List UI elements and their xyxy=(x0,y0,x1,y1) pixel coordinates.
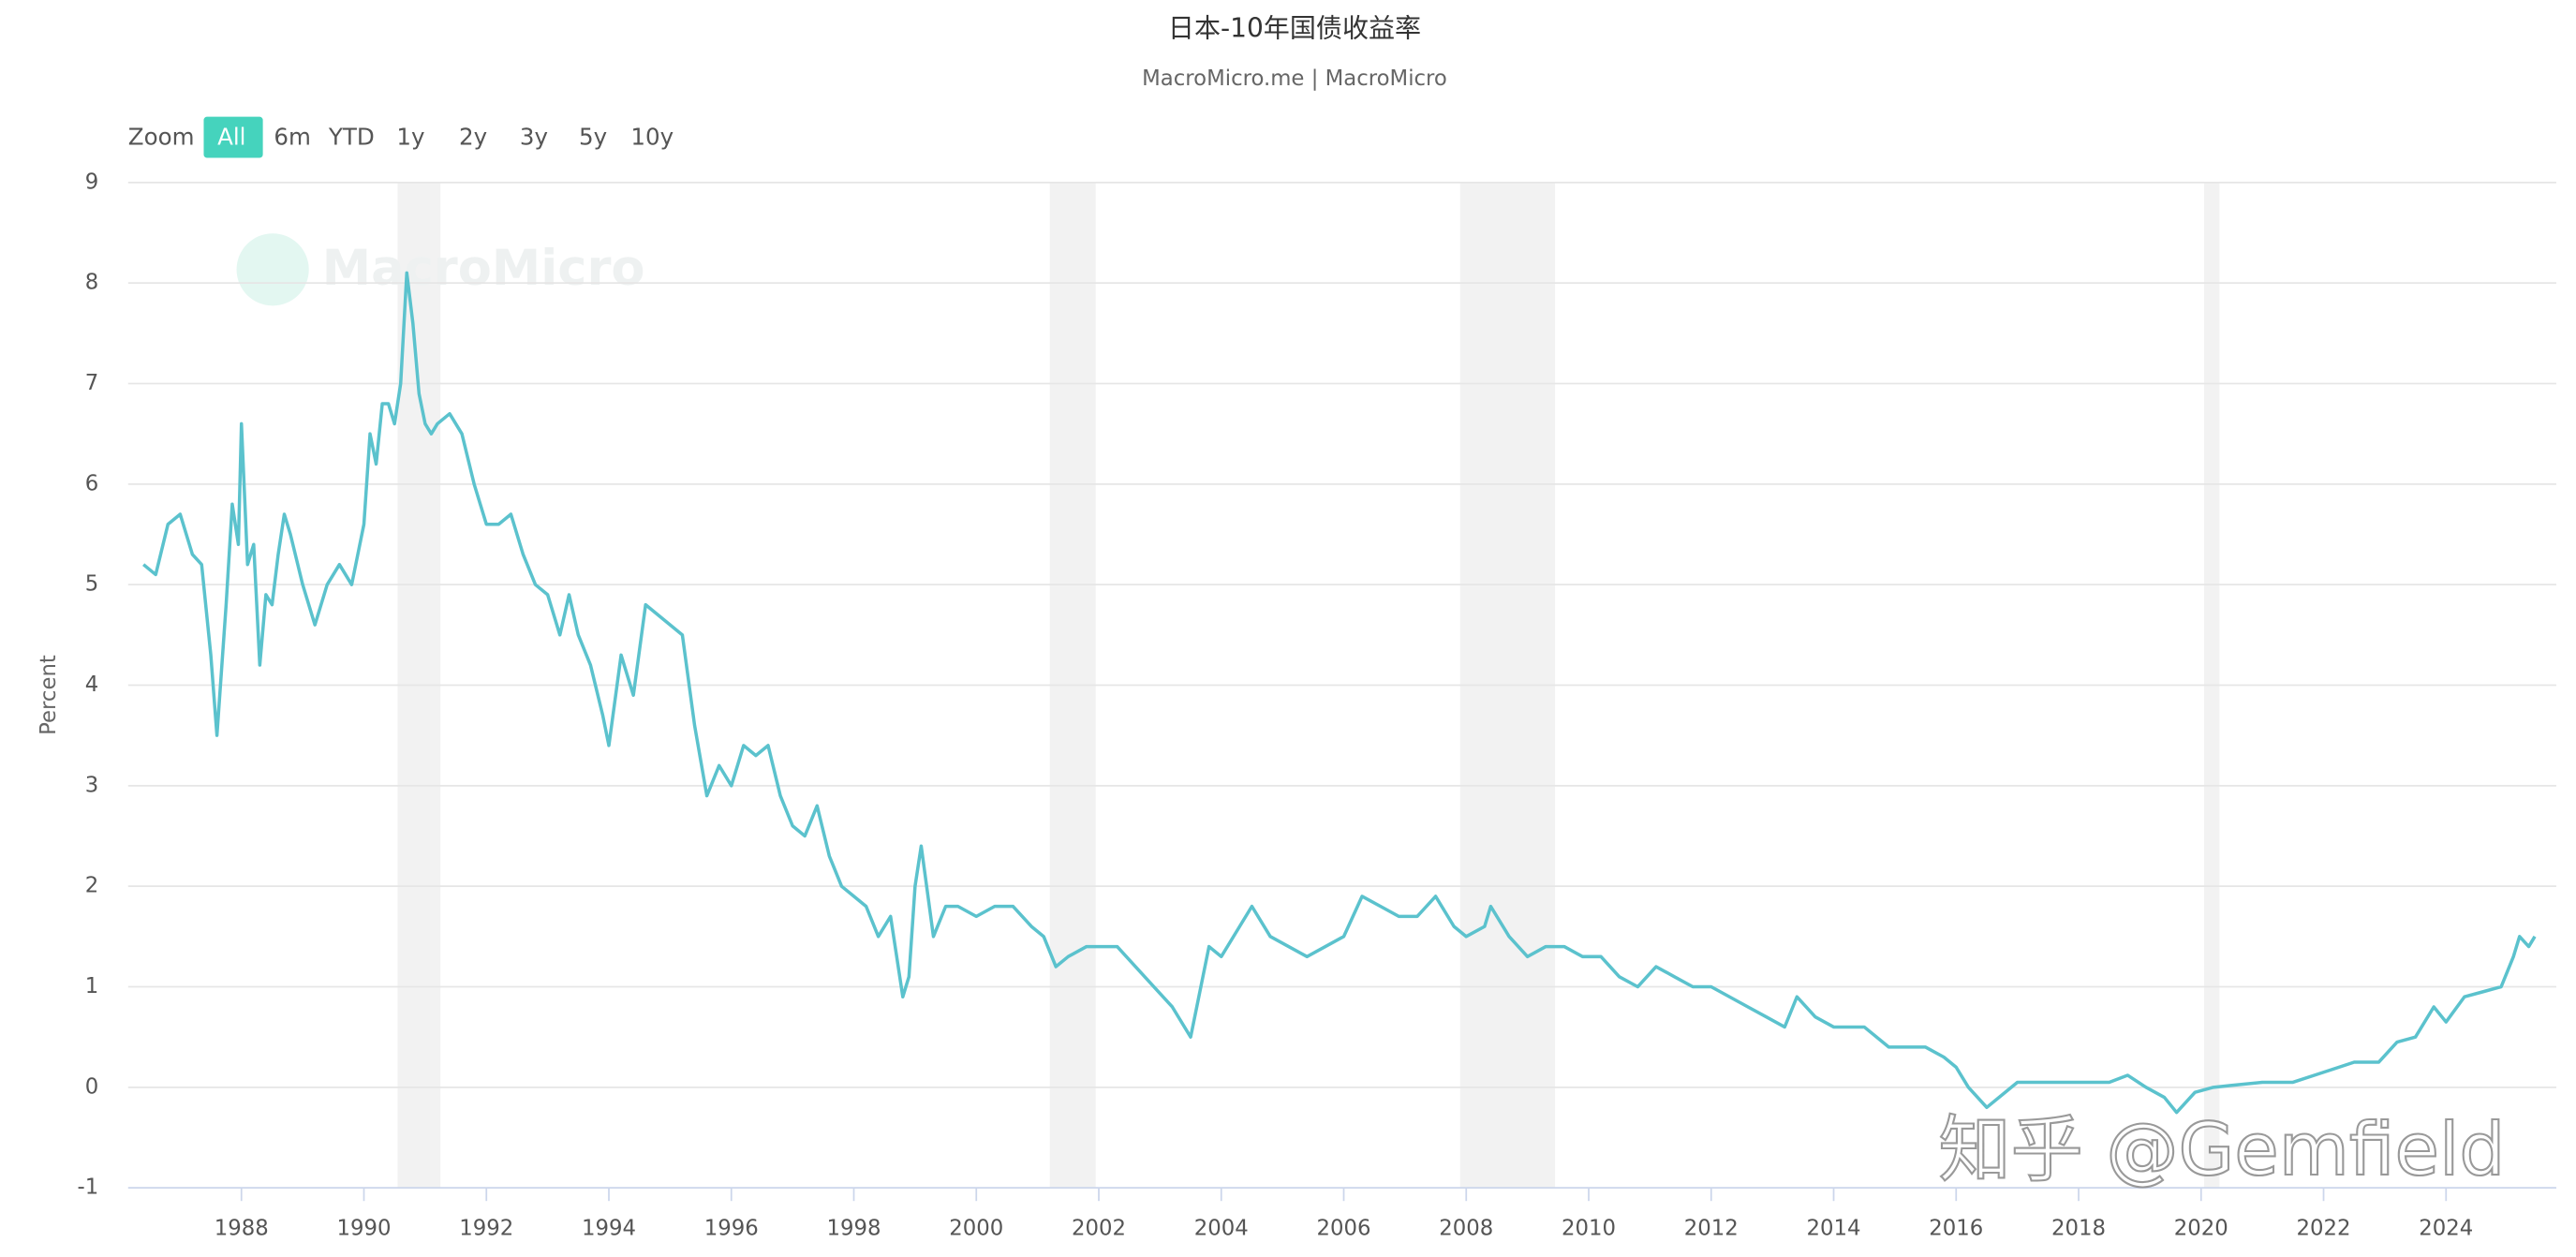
x-tick-label: 1988 xyxy=(215,1217,269,1241)
zoom-button[interactable]: 5y xyxy=(579,123,607,150)
watermark: MacroMicro xyxy=(322,240,645,297)
x-tick-label: 2018 xyxy=(2051,1217,2106,1241)
zoom-button[interactable]: 1y xyxy=(396,123,424,150)
x-tick-label: 2002 xyxy=(1072,1217,1126,1241)
x-tick-label: 2022 xyxy=(2297,1217,2351,1241)
zoom-button[interactable]: 10y xyxy=(630,123,674,150)
y-tick-label: 5 xyxy=(85,572,99,597)
y-axis-label: Percent xyxy=(37,655,61,735)
x-tick-label: 2006 xyxy=(1317,1217,1371,1241)
y-tick-label: 6 xyxy=(85,471,99,495)
x-tick-label: 1998 xyxy=(827,1217,881,1241)
x-tick-label: 2004 xyxy=(1194,1217,1249,1241)
zoom-label: Zoom xyxy=(128,123,195,150)
watermark: 知乎 @Gemfield xyxy=(1939,1108,2506,1192)
chart-title: 日本-10年国债收益率 xyxy=(1168,13,1421,44)
y-tick-label: 3 xyxy=(85,773,99,797)
x-tick-label: 2024 xyxy=(2419,1217,2473,1241)
y-tick-label: 0 xyxy=(85,1074,99,1099)
x-tick-label: 2000 xyxy=(949,1217,1003,1241)
x-tick-label: 1994 xyxy=(582,1217,636,1241)
y-tick-label: 2 xyxy=(85,874,99,898)
zoom-button-bg xyxy=(203,116,263,158)
x-tick-label: 1990 xyxy=(337,1217,392,1241)
y-tick-label: 7 xyxy=(85,371,99,395)
x-tick-label: 2020 xyxy=(2174,1217,2228,1241)
zoom-button[interactable]: 6m xyxy=(274,123,311,150)
zoom-button[interactable]: All xyxy=(217,123,245,150)
x-tick-label: 2014 xyxy=(1807,1217,1861,1241)
y-tick-label: 8 xyxy=(85,271,99,295)
zoom-button[interactable]: 3y xyxy=(520,123,548,150)
zoom-button[interactable]: 2y xyxy=(459,123,487,150)
y-tick-label: -1 xyxy=(78,1176,99,1200)
x-tick-label: 2016 xyxy=(1929,1217,1983,1241)
x-tick-label: 2012 xyxy=(1684,1217,1739,1241)
x-tick-label: 1992 xyxy=(459,1217,513,1241)
chart-subtitle: MacroMicro.me | MacroMicro xyxy=(1142,67,1447,91)
x-tick-label: 2008 xyxy=(1439,1217,1493,1241)
y-tick-label: 4 xyxy=(85,673,99,697)
x-tick-label: 2010 xyxy=(1562,1217,1616,1241)
line-series xyxy=(142,271,2537,1115)
zoom-button[interactable]: YTD xyxy=(328,123,375,150)
y-tick-label: 9 xyxy=(85,170,99,194)
watermark-logo xyxy=(236,233,309,306)
y-tick-label: 1 xyxy=(85,974,99,998)
x-tick-label: 1996 xyxy=(704,1217,759,1241)
